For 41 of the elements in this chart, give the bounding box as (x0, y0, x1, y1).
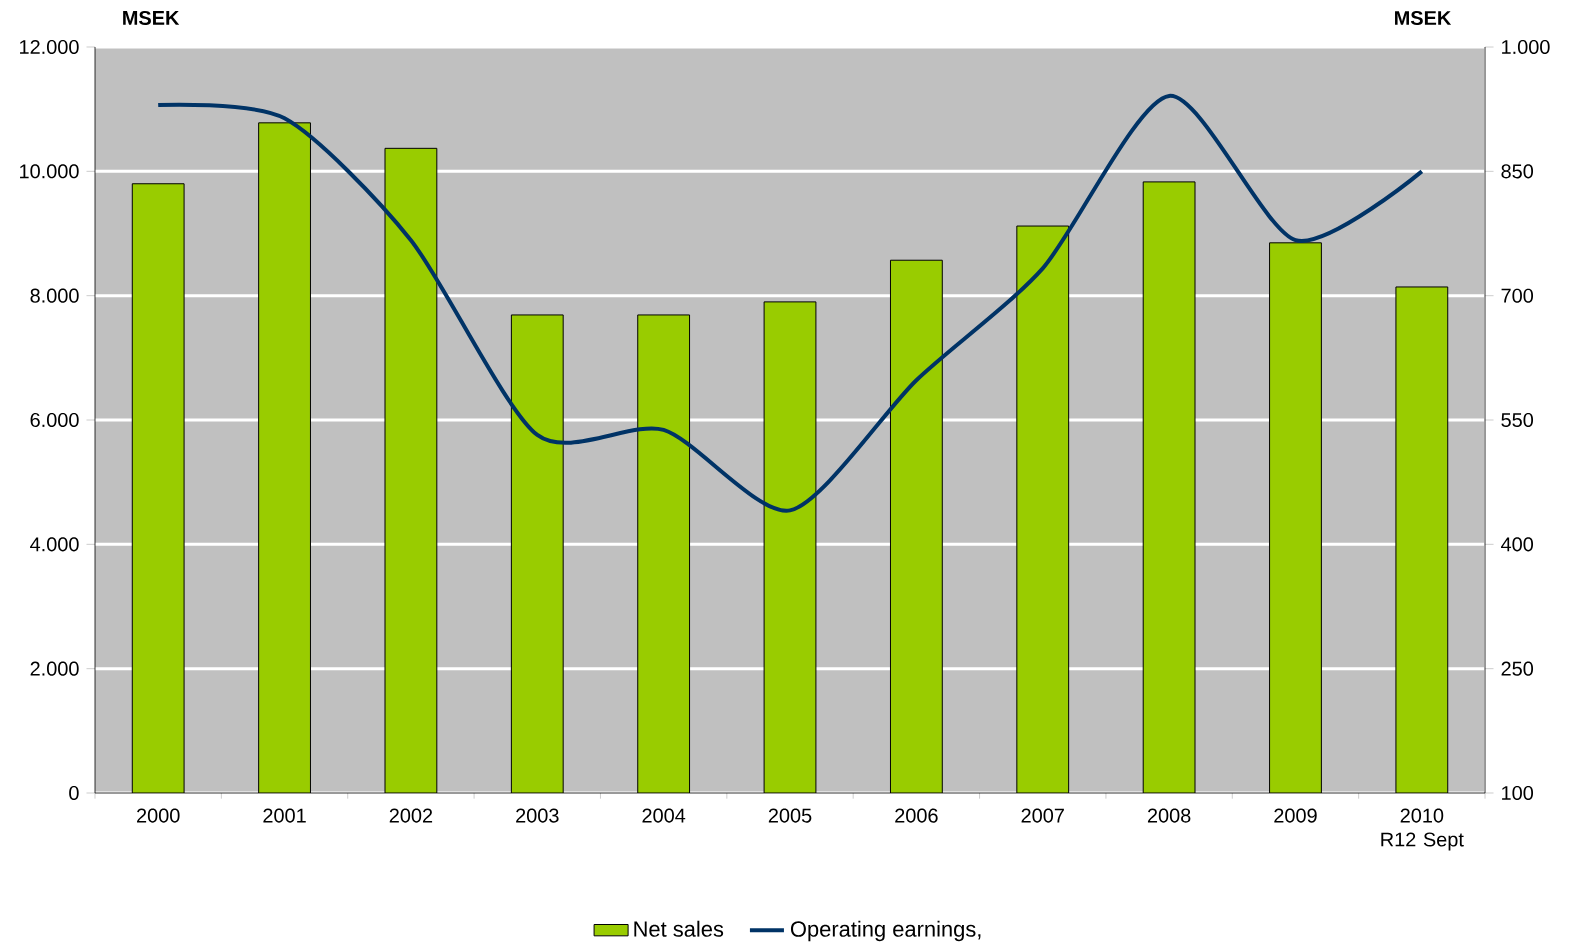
x-tick-label: 2005 (768, 808, 812, 823)
x-tick-label: 2006 (895, 808, 938, 823)
x-tick-label: 2001 (263, 808, 306, 823)
y-tick-label: 8.000 (30, 288, 79, 303)
x-tick-label: 2010 R12 Sept (1381, 808, 1464, 851)
y2-tick-label: 700 (1501, 288, 1534, 303)
bar (637, 314, 690, 793)
bar (1269, 242, 1322, 793)
bar (890, 260, 943, 793)
x-tick-label: 2002 (389, 808, 433, 823)
line-series (156, 93, 1424, 513)
bar (1143, 181, 1196, 793)
y-axis-title: MSEK (123, 10, 180, 26)
bar (385, 148, 437, 793)
x-tick-label: 2000 (137, 808, 180, 823)
legend-label: Net sales (634, 920, 724, 937)
y-tick-label: 10.000 (20, 164, 79, 179)
y2-tick-label: 850 (1501, 164, 1534, 179)
y-tick-label: 2.000 (30, 661, 79, 676)
y-tick-label: 0 (69, 785, 79, 801)
bar (1016, 226, 1069, 793)
y2-tick-label: 400 (1501, 537, 1534, 552)
x-tick-label: 2003 (516, 808, 559, 823)
bar (258, 122, 311, 793)
legend-label: Operating earnings, (790, 920, 981, 942)
y2-tick-label: 1.000 (1502, 39, 1550, 55)
y-tick-label: 6.000 (30, 412, 79, 428)
x-tick-label: 2009 (1274, 808, 1317, 823)
bar (511, 314, 564, 793)
y2-tick-label: 550 (1501, 412, 1534, 428)
y2-axis-title: MSEK (1395, 10, 1452, 26)
bar (764, 301, 816, 793)
x-tick-label: 2008 (1147, 808, 1191, 823)
x-tick-label: 2007 (1021, 808, 1064, 823)
y2-tick-label: 100 (1502, 785, 1534, 801)
bar (1395, 286, 1449, 793)
bar (132, 183, 185, 793)
x-tick-label: 2004 (642, 808, 686, 823)
y2-tick-label: 250 (1501, 661, 1534, 676)
y-tick-label: 4.000 (30, 537, 79, 552)
y-tick-label: 12.000 (20, 39, 79, 55)
